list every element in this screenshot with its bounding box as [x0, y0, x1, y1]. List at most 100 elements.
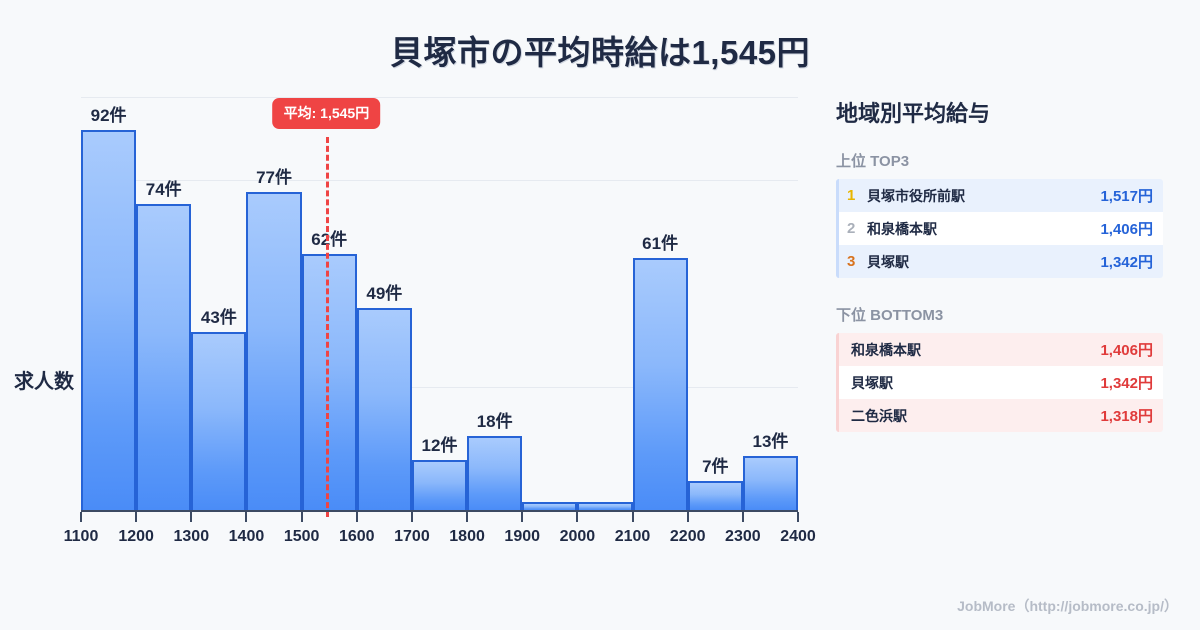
bar-value-label: 7件 — [702, 452, 728, 477]
tick-label: 1700 — [382, 528, 442, 546]
bar[interactable] — [743, 456, 798, 510]
tick-label: 1500 — [272, 528, 332, 546]
station-name: 二色浜駅 — [851, 406, 1100, 426]
tick-mark — [576, 512, 578, 522]
tick-label: 1900 — [492, 528, 552, 546]
rank-number: 3 — [847, 253, 867, 270]
top3-row[interactable]: 1貝塚市役所前駅1,517円 — [836, 179, 1163, 212]
bar[interactable] — [357, 308, 412, 510]
tick-mark — [356, 512, 358, 522]
station-name: 貝塚駅 — [851, 373, 1100, 393]
tick-label: 2300 — [713, 528, 773, 546]
bar-slot: 12件 — [412, 97, 467, 510]
station-wage: 1,406円 — [1100, 339, 1153, 360]
bar[interactable] — [633, 258, 688, 510]
bar[interactable] — [412, 460, 467, 510]
tick-mark — [135, 512, 137, 522]
rank-number: 1 — [847, 187, 867, 204]
tick-label: 2100 — [603, 528, 663, 546]
histogram-chart: 求人数 92件74件43件77件62件49件12件18件61件7件13件 平均:… — [0, 90, 820, 590]
x-tick: 2200 — [658, 512, 718, 546]
tick-label: 2200 — [658, 528, 718, 546]
bottom3-section-label: 下位 BOTTOM3 — [836, 304, 1176, 325]
bar[interactable] — [522, 502, 577, 510]
tick-mark — [687, 512, 689, 522]
bar-value-label: 49件 — [366, 279, 402, 304]
x-tick: 1100 — [51, 512, 111, 546]
tick-label: 1200 — [106, 528, 166, 546]
bar-slot: 13件 — [743, 97, 798, 510]
tick-mark — [632, 512, 634, 522]
average-badge: 平均: 1,545円 — [273, 98, 381, 129]
tick-mark — [742, 512, 744, 522]
bar-value-label: 74件 — [146, 175, 182, 200]
bar-slot: 49件 — [357, 97, 412, 510]
x-tick: 2300 — [713, 512, 773, 546]
bottom3-table: 和泉橋本駅1,406円貝塚駅1,342円二色浜駅1,318円 — [836, 333, 1163, 432]
tick-mark — [301, 512, 303, 522]
bottom3-row[interactable]: 貝塚駅1,342円 — [836, 366, 1163, 399]
tick-label: 1400 — [216, 528, 276, 546]
rank-number: 2 — [847, 220, 867, 237]
x-tick: 1200 — [106, 512, 166, 546]
top3-section-label: 上位 TOP3 — [836, 150, 1176, 171]
x-tick: 2400 — [768, 512, 828, 546]
bar-slot: 77件 — [246, 97, 301, 510]
bar-slot — [577, 97, 632, 510]
tick-mark — [411, 512, 413, 522]
bar[interactable] — [577, 502, 632, 510]
top3-row[interactable]: 2和泉橋本駅1,406円 — [836, 212, 1163, 245]
tick-label: 1800 — [437, 528, 497, 546]
bar-slot: 7件 — [688, 97, 743, 510]
x-tick: 1800 — [437, 512, 497, 546]
x-tick: 1500 — [272, 512, 332, 546]
average-line — [326, 137, 329, 517]
bar-slot: 43件 — [191, 97, 246, 510]
bar-slot: 74件 — [136, 97, 191, 510]
regional-salary-panel: 地域別平均給与 上位 TOP3 1貝塚市役所前駅1,517円2和泉橋本駅1,40… — [836, 96, 1176, 458]
x-tick: 2100 — [603, 512, 663, 546]
tick-mark — [80, 512, 82, 522]
bar-value-label: 18件 — [477, 407, 513, 432]
bar[interactable] — [191, 332, 246, 510]
x-tick: 2000 — [547, 512, 607, 546]
bar-value-label: 77件 — [256, 163, 292, 188]
station-wage: 1,342円 — [1100, 372, 1153, 393]
tick-mark — [245, 512, 247, 522]
bar[interactable] — [136, 204, 191, 510]
bar-value-label: 92件 — [91, 101, 127, 126]
bar[interactable] — [81, 130, 136, 510]
bar[interactable] — [246, 192, 301, 510]
bar-slot: 18件 — [467, 97, 522, 510]
bottom3-row[interactable]: 和泉橋本駅1,406円 — [836, 333, 1163, 366]
page-title: 貝塚市の平均時給は1,545円 — [0, 26, 1200, 74]
bar[interactable] — [688, 481, 743, 510]
y-axis-title: 求人数 — [14, 365, 74, 394]
station-name: 和泉橋本駅 — [851, 340, 1100, 360]
plot-area: 92件74件43件77件62件49件12件18件61件7件13件 — [81, 97, 798, 510]
x-tick: 1700 — [382, 512, 442, 546]
footer-credit: JobMore（http://jobmore.co.jp/） — [957, 596, 1178, 616]
tick-mark — [190, 512, 192, 522]
tick-mark — [466, 512, 468, 522]
x-tick: 1600 — [327, 512, 387, 546]
x-tick: 1400 — [216, 512, 276, 546]
x-tick: 1300 — [161, 512, 221, 546]
tick-label: 2000 — [547, 528, 607, 546]
station-wage: 1,318円 — [1100, 405, 1153, 426]
top3-row[interactable]: 3貝塚駅1,342円 — [836, 245, 1163, 278]
bar[interactable] — [467, 436, 522, 510]
tick-mark — [797, 512, 799, 522]
panel-title: 地域別平均給与 — [836, 96, 1176, 128]
tick-label: 1600 — [327, 528, 387, 546]
station-wage: 1,517円 — [1100, 185, 1153, 206]
bar-slot — [522, 97, 577, 510]
station-wage: 1,406円 — [1100, 218, 1153, 239]
bottom3-row[interactable]: 二色浜駅1,318円 — [836, 399, 1163, 432]
bar-slot: 61件 — [633, 97, 688, 510]
bar-value-label: 43件 — [201, 303, 237, 328]
station-name: 貝塚駅 — [867, 252, 1100, 272]
station-wage: 1,342円 — [1100, 251, 1153, 272]
bar-value-label: 13件 — [752, 427, 788, 452]
tick-label: 2400 — [768, 528, 828, 546]
